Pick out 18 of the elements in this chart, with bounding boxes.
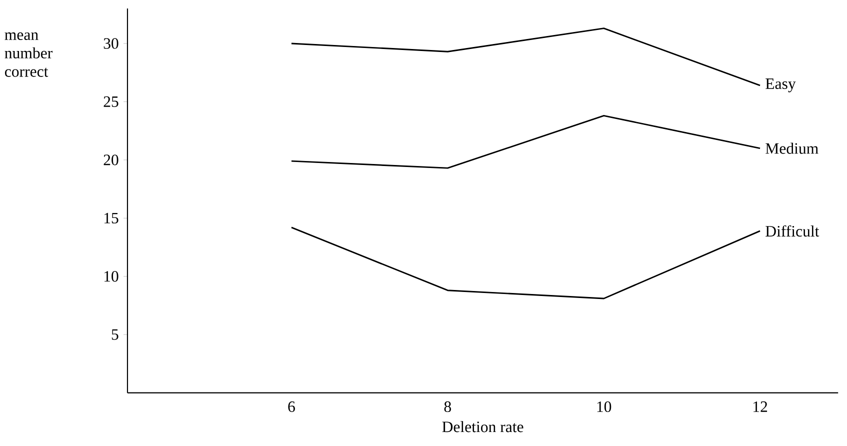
y-axis-title: mean number correct (4, 32, 52, 77)
line-series (290, 28, 761, 86)
line-series (290, 114, 761, 169)
y-tick-label: 10 (104, 270, 118, 282)
y-tick-label: 15 (104, 212, 118, 224)
x-tick-label: 12 (754, 401, 768, 412)
y-tick-label: 5 (112, 329, 118, 340)
line-series (290, 226, 761, 300)
series-label: Medium (766, 142, 818, 154)
series-label: Easy (766, 78, 796, 92)
x-tick-label: 6 (288, 401, 295, 412)
x-tick-label: 8 (444, 401, 451, 412)
y-tick-label: 30 (104, 38, 118, 49)
x-axis-title: Deletion rate (442, 421, 524, 432)
x-tick-label: 10 (597, 401, 612, 412)
y-tick-label: 20 (104, 154, 118, 166)
series-label: Difficult (766, 225, 820, 237)
y-tick-label: 25 (104, 96, 118, 107)
